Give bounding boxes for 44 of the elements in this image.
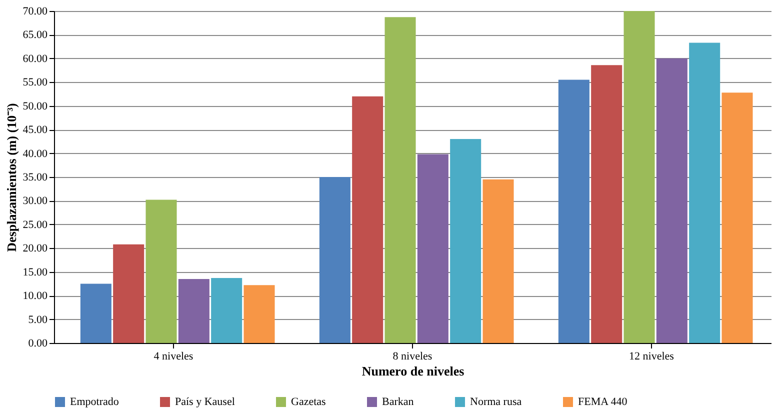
bar	[689, 42, 720, 343]
bar	[80, 284, 112, 343]
legend-label: Norma rusa	[470, 396, 522, 408]
x-axis-title: Numero de niveles	[362, 364, 464, 378]
y-tick-label: 5.00	[28, 314, 48, 326]
y-tick-label: 25.00	[22, 218, 48, 231]
y-tick-label: 0.00	[28, 338, 48, 350]
bar	[450, 139, 482, 343]
bar	[482, 179, 514, 343]
y-tick-label: 15.00	[22, 266, 48, 278]
x-tick-label: 8 niveles	[392, 350, 432, 362]
legend-label: Empotrado	[70, 396, 120, 408]
bar	[319, 177, 350, 343]
legend-label: País y Kausel	[175, 396, 235, 408]
y-tick-label: 35.00	[22, 172, 48, 184]
legend-label: Barkan	[382, 396, 414, 408]
y-tick-label: 65.00	[22, 29, 48, 42]
y-tick-label: 45.00	[22, 124, 48, 136]
y-tick-label: 60.00	[22, 52, 48, 65]
y-tick-label: 20.00	[22, 242, 48, 255]
bar	[722, 92, 753, 343]
y-tick-label: 40.00	[22, 148, 48, 160]
bar	[146, 200, 177, 343]
bar	[624, 11, 655, 343]
x-tick-label: 12 niveles	[629, 350, 674, 362]
bar	[352, 96, 384, 343]
bar	[384, 17, 416, 343]
bar	[244, 285, 275, 343]
y-tick-label: 10.00	[22, 290, 48, 302]
legend-label: FEMA 440	[578, 396, 628, 408]
y-tick-label: 55.00	[22, 76, 48, 89]
y-tick-label: 70.00	[22, 6, 48, 18]
bar	[113, 244, 144, 343]
bar	[558, 80, 590, 343]
legend-label: Gazetas	[291, 396, 326, 408]
y-tick-label: 30.00	[22, 195, 48, 208]
x-tick-label: 4 niveles	[154, 350, 194, 362]
bar	[211, 278, 242, 343]
bar	[591, 65, 622, 343]
bar	[178, 278, 210, 343]
bar	[417, 154, 448, 343]
bar	[656, 58, 688, 343]
y-axis-title: Desplazamientos (m) (10⁻³)	[4, 103, 19, 252]
y-tick-label: 50.00	[22, 100, 48, 112]
